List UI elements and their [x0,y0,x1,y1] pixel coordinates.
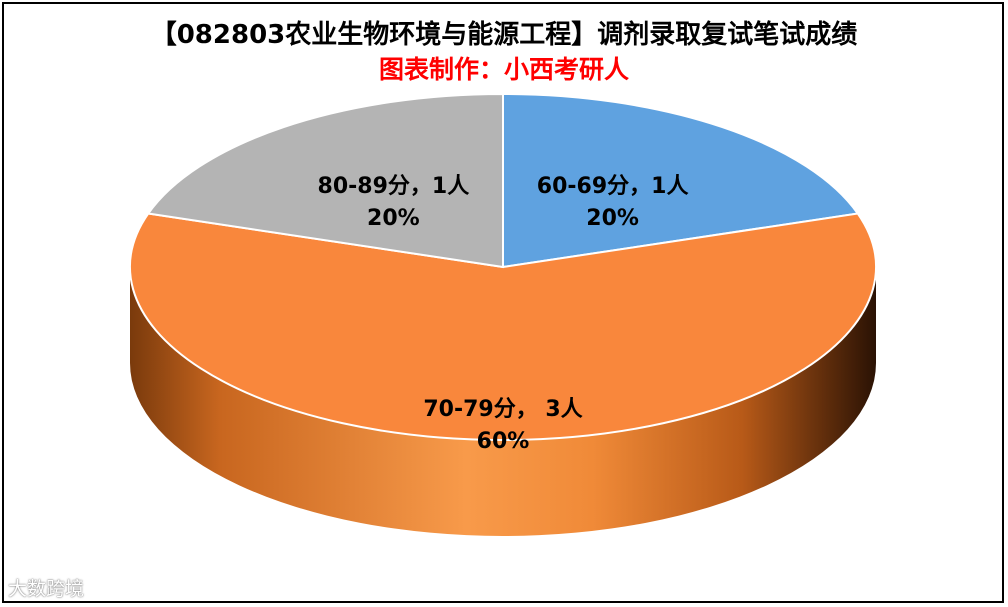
pie-slice-2 [129,212,877,442]
chart-subtitle: 图表制作：小西考研人 [378,55,629,84]
slice-label-percent-2: 60% [477,429,530,454]
watermark-logo-text: 大数跨境 [8,578,85,600]
pie-side-wall [130,267,876,536]
slice-label-category-1: 60-69分，1人 [537,174,689,199]
slice-label-category-2: 70-79分， 3人 [423,397,582,422]
chart-title: 【082803农业生物环境与能源工程】调剂录取复试笔试成绩 [150,20,858,50]
pie-slice-3 [146,92,504,269]
slice-label-category-3: 80-89分，1人 [318,174,470,199]
slice-label-percent-1: 20% [586,206,639,231]
slice-label-percent-3: 20% [367,206,420,231]
pie-slice-1 [502,92,860,269]
